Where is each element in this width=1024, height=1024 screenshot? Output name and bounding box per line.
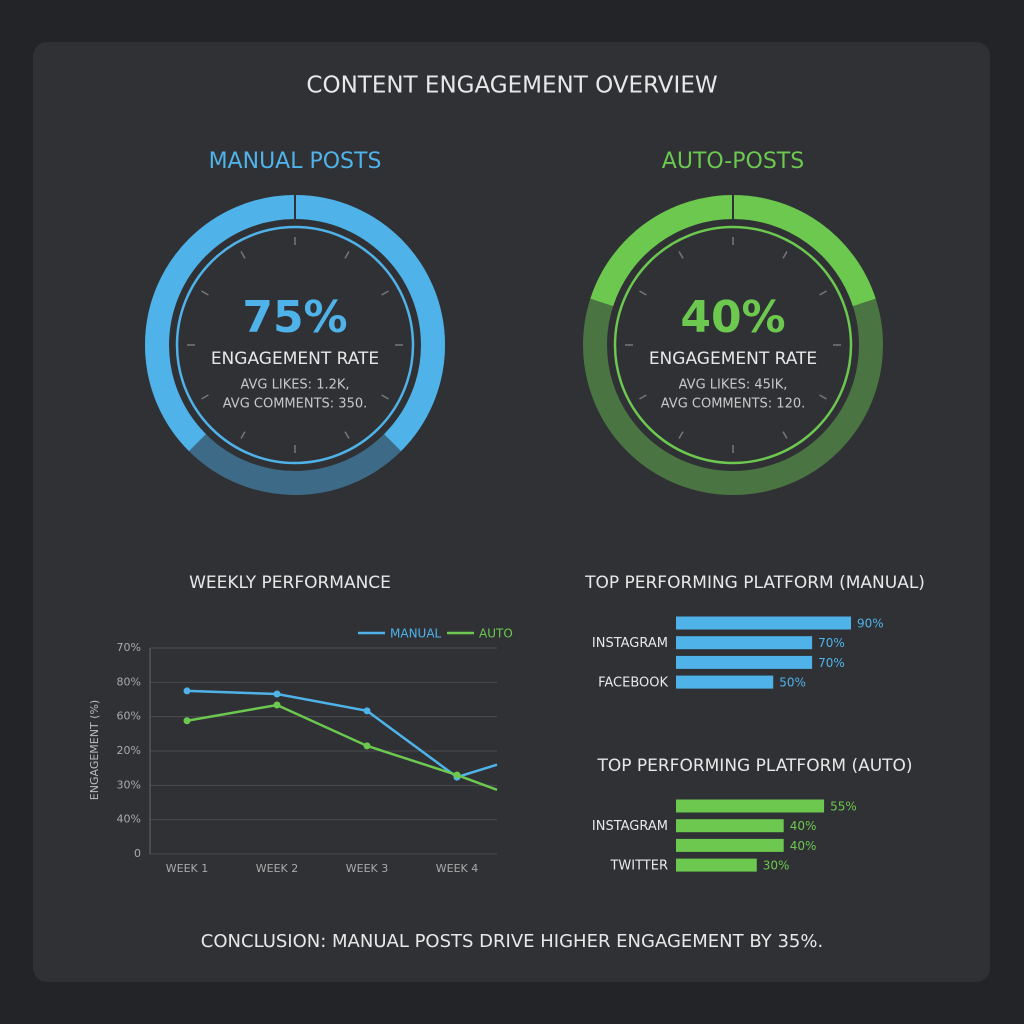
gauge-inner xyxy=(613,225,853,465)
y-tick-label: 30% xyxy=(117,778,141,791)
x-tick-label: WEEK 4 xyxy=(436,862,479,875)
legend-label: MANUAL xyxy=(390,627,442,641)
bar-category: INSTAGRAM xyxy=(592,819,668,834)
gauge-tick xyxy=(819,394,827,400)
gauge-detail: AVG COMMENTS: 120. xyxy=(661,397,806,412)
bar xyxy=(676,655,813,669)
legend-label: AUTO xyxy=(479,627,513,641)
gauge-title: AUTO-POSTS xyxy=(662,149,804,174)
x-tick-label: WEEK 2 xyxy=(256,862,299,875)
gauge-value: 75% xyxy=(242,292,347,343)
y-tick-label: 60% xyxy=(117,710,141,723)
bar-value-label: 50% xyxy=(779,676,806,690)
bar-value-label: 30% xyxy=(763,859,790,873)
gauge-title: MANUAL POSTS xyxy=(209,149,382,174)
bar-value-label: 55% xyxy=(830,800,857,814)
gauge-tick xyxy=(678,431,684,439)
gauge-value: 40% xyxy=(680,292,785,343)
x-tick-label: WEEK 3 xyxy=(346,862,389,875)
gauge-label: ENGAGEMENT RATE xyxy=(211,349,379,369)
gauge-tick xyxy=(201,290,209,296)
bar-category: INSTAGRAM xyxy=(592,636,668,651)
series-point xyxy=(273,690,281,698)
bar-category: TWITTER xyxy=(609,859,668,874)
gauge-tick xyxy=(201,394,209,400)
y-tick-label: 20% xyxy=(117,744,141,757)
gauge-tick xyxy=(782,251,788,259)
gauge-tick xyxy=(240,251,246,259)
bar xyxy=(676,675,774,689)
card xyxy=(33,42,990,982)
gauge-tick xyxy=(381,394,389,400)
bar xyxy=(676,819,784,833)
x-tick-label: WEEK 1 xyxy=(166,862,209,875)
bar xyxy=(676,838,784,852)
bar xyxy=(676,858,757,872)
y-tick-label: 0 xyxy=(134,847,141,860)
bar xyxy=(676,636,813,650)
gauge-tick xyxy=(678,251,684,259)
y-tick-label: 80% xyxy=(117,675,141,688)
series-point xyxy=(453,771,461,779)
series-point xyxy=(273,701,281,709)
gauge-tick xyxy=(240,431,246,439)
y-tick-label: 70% xyxy=(117,641,141,654)
series-point xyxy=(363,707,371,715)
gauge-label: ENGAGEMENT RATE xyxy=(649,349,817,369)
gauge-tick xyxy=(381,290,389,296)
bar-value-label: 90% xyxy=(857,617,884,631)
gauge-tick xyxy=(639,394,647,400)
bar-value-label: 40% xyxy=(790,839,817,853)
bar xyxy=(676,799,825,813)
line-title: WEEKLY PERFORMANCE xyxy=(189,573,391,593)
series-point xyxy=(183,687,191,695)
bar-title: TOP PERFORMING PLATFORM (AUTO) xyxy=(596,756,912,776)
gauge-detail: AVG LIKES: 45IK, xyxy=(679,378,788,393)
y-axis-label: ENGAGEMENT (%) xyxy=(88,700,101,800)
title: CONTENT ENGAGEMENT OVERVIEW xyxy=(306,73,717,99)
bar-value-label: 70% xyxy=(818,636,845,650)
y-tick-label: 40% xyxy=(117,813,141,826)
conclusion: CONCLUSION: MANUAL POSTS DRIVE HIGHER EN… xyxy=(201,931,823,952)
gauge-detail: AVG LIKES: 1.2K, xyxy=(240,378,349,393)
gauge-tick xyxy=(782,431,788,439)
gauge-tick xyxy=(639,290,647,296)
series-point xyxy=(363,742,371,750)
gauge-inner xyxy=(175,225,415,465)
gauge-tick xyxy=(344,431,350,439)
bar xyxy=(676,616,851,630)
gauge-detail: AVG COMMENTS: 350. xyxy=(223,397,368,412)
bar-title: TOP PERFORMING PLATFORM (MANUAL) xyxy=(584,573,925,593)
gauge-tick xyxy=(344,251,350,259)
series-point xyxy=(183,717,191,725)
bar-value-label: 40% xyxy=(790,819,817,833)
bar-value-label: 70% xyxy=(818,656,845,670)
bar-category: FACEBOOK xyxy=(598,676,668,691)
gauge-tick xyxy=(819,290,827,296)
